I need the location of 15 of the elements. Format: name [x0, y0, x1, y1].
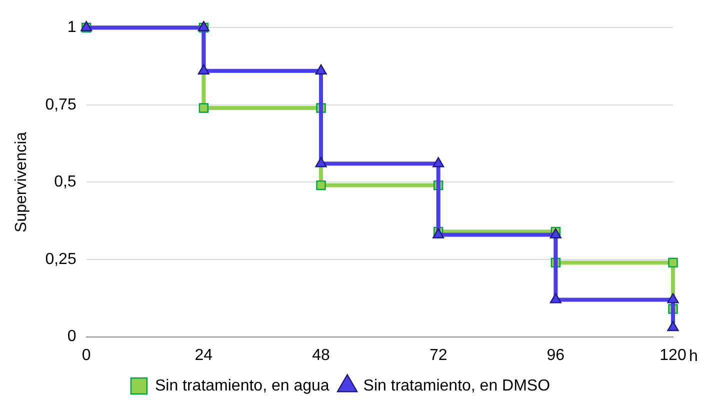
x-tick-label: 96 — [546, 346, 565, 364]
y-axis-title: Supervivencia — [13, 132, 30, 232]
x-axis-title: h — [689, 348, 698, 366]
x-tick-label: 48 — [312, 346, 330, 364]
x-tick-label: 24 — [194, 346, 213, 364]
legend-label: Sin tratamiento, en DMSO — [363, 377, 550, 394]
y-tick-label: 0,25 — [45, 250, 76, 268]
x-tick-label: 120 — [660, 346, 686, 364]
y-tick-label: 0,5 — [54, 174, 76, 191]
x-tick-label: 0 — [82, 346, 91, 364]
y-tick-label: 0 — [67, 328, 76, 346]
x-tick-label: 72 — [429, 346, 448, 364]
legend-label: Sin tratamiento, en agua — [154, 377, 330, 394]
y-tick-label: 1 — [67, 19, 76, 36]
y-tick-label: 0,75 — [45, 96, 76, 114]
